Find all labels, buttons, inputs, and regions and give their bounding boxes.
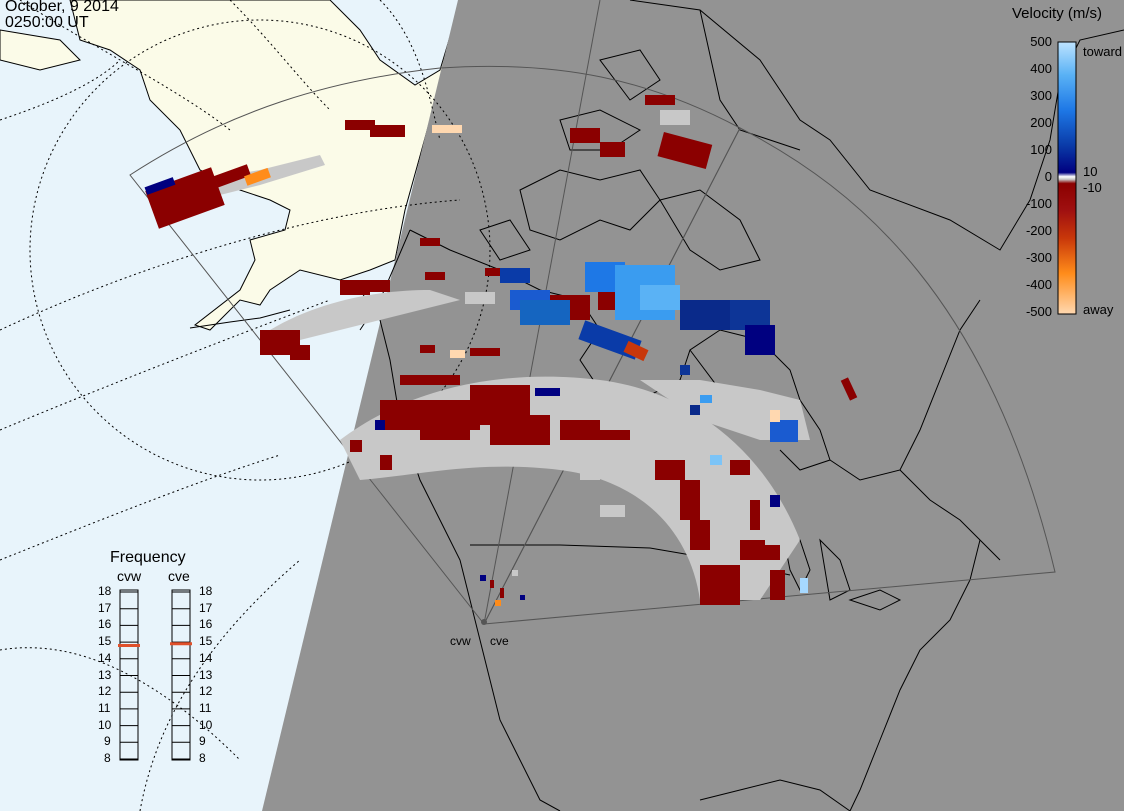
frequency-label-left: 11 [98, 700, 111, 715]
frequency-indicators [118, 642, 192, 647]
frequency-label-right: 10 [199, 717, 213, 732]
frequency-label-right: 17 [199, 600, 213, 615]
colorbar-tick-label: 400 [1030, 61, 1052, 76]
site-label-cve: cve [490, 634, 509, 648]
colorbar-tick-label: -100 [1025, 196, 1052, 211]
frequency-label-left: 16 [98, 617, 112, 632]
colorbar-tick-label: 100 [1030, 142, 1052, 157]
frequency-label-right: 11 [199, 700, 212, 715]
frequency-label-left: 17 [98, 600, 112, 615]
frequency-label-right: 9 [199, 734, 206, 749]
dayside-land [0, 0, 456, 331]
frequency-label-left: 14 [98, 650, 112, 665]
frequency-label-left: 15 [98, 634, 112, 649]
frequency-label-left: 13 [98, 667, 112, 682]
colorbar-tick-label: -300 [1025, 250, 1052, 265]
colorbar-title: Velocity (m/s) [1012, 5, 1103, 22]
colorbar-toward-label: toward [1083, 44, 1123, 59]
frequency-label-right: 15 [199, 634, 213, 649]
colorbar-tick-label: 300 [1030, 88, 1052, 103]
plot-date: October, 9 2014 [5, 0, 119, 15]
frequency-radar-cve: cve [168, 568, 190, 584]
plot-time: 0250:00 UT [5, 14, 89, 31]
colorbar-tick-label: 0 [1044, 169, 1052, 184]
colorbar-inner-tick-pos: 10 [1083, 164, 1098, 179]
colorbar-tick-label: 500 [1030, 34, 1052, 49]
colorbar-tick-label: -200 [1025, 223, 1052, 238]
colorbar-inner-tick-neg: -10 [1083, 180, 1102, 195]
colorbar-tick-label: -500 [1025, 304, 1052, 319]
frequency-ticks [120, 591, 190, 760]
frequency-label-right: 12 [199, 684, 213, 699]
radar-site-marker [481, 619, 487, 625]
velocity-toward-cells [144, 177, 808, 593]
frequency-label-right: 18 [199, 584, 213, 598]
frequency-label-right: 14 [199, 650, 213, 665]
frequency-title: Frequency [110, 549, 186, 566]
frequency-label-left: 10 [98, 717, 112, 732]
frequency-label-left: 8 [104, 751, 111, 765]
frequency-label-right: 16 [199, 617, 213, 632]
near-radar-cells [480, 570, 525, 600]
colorbar-away-label: away [1083, 302, 1114, 317]
frequency-label-left: 9 [104, 734, 111, 749]
frequency-label-left: 12 [98, 684, 112, 699]
site-label-cvw: cvw [450, 634, 471, 648]
frequency-radar-cvw: cvw [117, 568, 142, 584]
colorbar-tick-label: 200 [1030, 115, 1052, 130]
velocity-misc-cells [244, 125, 780, 606]
colorbar-tick-label: -400 [1025, 277, 1052, 292]
frequency-label-left: 18 [98, 584, 112, 598]
frequency-label-right: 8 [199, 751, 206, 765]
frequency-label-right: 13 [199, 667, 213, 682]
velocity-colorbar [1057, 41, 1077, 315]
